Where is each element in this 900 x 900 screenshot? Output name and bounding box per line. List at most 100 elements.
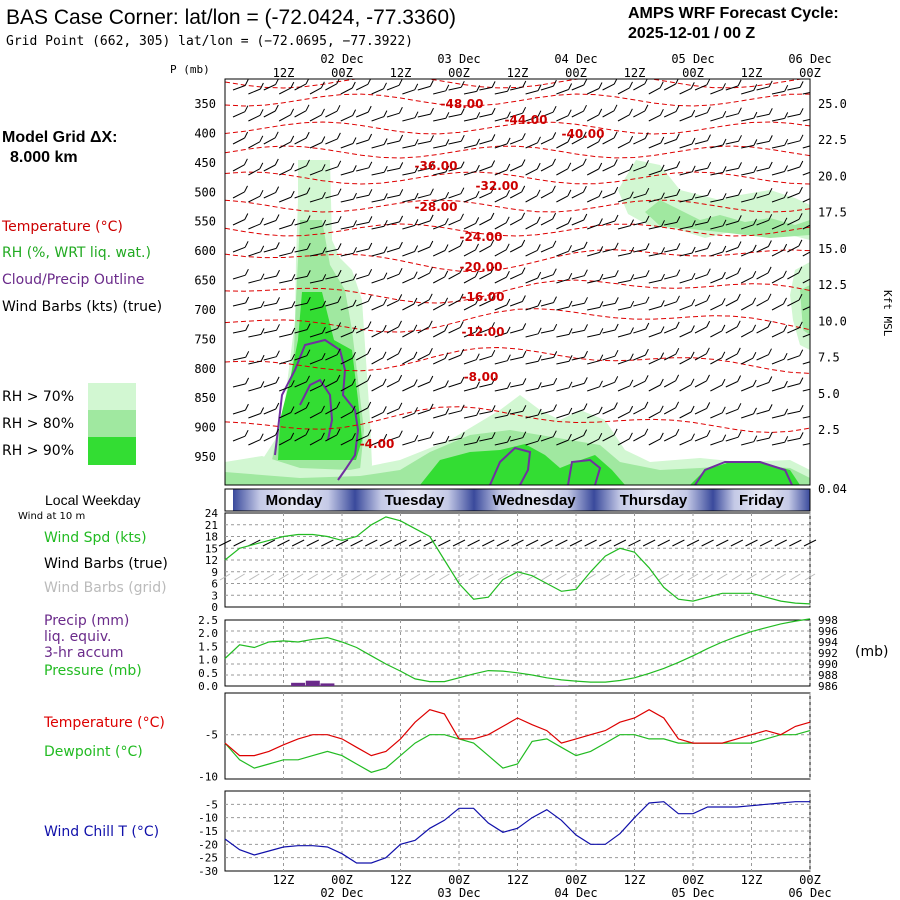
wind-barb bbox=[275, 428, 279, 436]
wind-barb bbox=[325, 354, 338, 361]
precip-tick: 1.0 bbox=[198, 654, 218, 667]
wind-barb bbox=[429, 214, 434, 222]
wind-barb bbox=[383, 433, 388, 441]
wind-barb bbox=[463, 387, 477, 392]
wind-barb bbox=[602, 220, 616, 226]
wind-barb bbox=[321, 136, 326, 143]
wind-barb bbox=[552, 105, 557, 113]
wind-barb bbox=[614, 242, 619, 250]
top-hour-label: 12Z bbox=[507, 66, 529, 80]
wind-barb bbox=[599, 354, 604, 361]
wind-barb bbox=[710, 251, 723, 257]
wind-barb bbox=[725, 140, 739, 145]
wind-barb bbox=[598, 108, 603, 116]
top-hour-label: 00Z bbox=[565, 66, 587, 80]
cross-section-frame bbox=[224, 78, 811, 486]
grid-point-label: Grid Point (662, 305) lat/lon = (−72.069… bbox=[6, 34, 413, 49]
wind-barb bbox=[356, 194, 370, 199]
wind-barb bbox=[583, 213, 588, 221]
precip-bar bbox=[554, 685, 569, 686]
wind-barb bbox=[402, 277, 415, 284]
wind-barb bbox=[664, 194, 678, 199]
wind-barb bbox=[783, 243, 788, 251]
wind-barb bbox=[571, 110, 584, 118]
wind-barb bbox=[414, 407, 418, 414]
wind-barb bbox=[571, 84, 584, 91]
wind-barb bbox=[568, 407, 573, 415]
wind-barb bbox=[787, 218, 800, 226]
wind-barb bbox=[691, 193, 696, 200]
wind-barb bbox=[294, 110, 307, 118]
wind-barb bbox=[413, 351, 418, 359]
wind-barb bbox=[479, 383, 493, 388]
temperature-contour-label: -24.00 bbox=[460, 230, 503, 244]
wind-barb bbox=[383, 82, 387, 90]
wind-barb bbox=[583, 403, 588, 410]
wind-barb bbox=[294, 329, 308, 334]
wind-barb bbox=[294, 165, 307, 172]
wind-barb bbox=[475, 297, 480, 305]
wind-barb bbox=[429, 403, 434, 411]
wind-barb bbox=[448, 245, 461, 253]
wind-barb bbox=[337, 269, 342, 277]
wind-barb bbox=[386, 140, 400, 145]
wind-barb bbox=[491, 160, 496, 167]
wind-barb bbox=[432, 330, 445, 338]
pressure-tick-label: 450 bbox=[194, 156, 216, 170]
wind-10m-label: Wind at 10 m bbox=[18, 511, 85, 522]
wind-barb bbox=[491, 349, 496, 357]
wind-barb bbox=[479, 355, 492, 361]
wind-barb bbox=[506, 298, 511, 306]
wind-barb bbox=[584, 324, 588, 331]
wind-barb bbox=[479, 192, 492, 199]
wind-barb bbox=[783, 297, 787, 305]
wind-barb bbox=[798, 186, 803, 194]
wind-barb bbox=[784, 408, 789, 416]
wind-barb bbox=[675, 105, 680, 112]
true-wind-barb bbox=[350, 539, 363, 547]
wind-barb bbox=[505, 270, 510, 278]
wind-barb bbox=[479, 113, 493, 118]
wind-barb bbox=[725, 299, 738, 307]
wind-barb bbox=[784, 84, 789, 92]
grid-wind-barb bbox=[497, 573, 509, 581]
wind-barb bbox=[552, 268, 557, 275]
wind-barb bbox=[460, 108, 465, 115]
wind-barb bbox=[721, 271, 726, 279]
wind-barb bbox=[552, 430, 557, 437]
precip-bar bbox=[320, 683, 335, 686]
top-date-label: 04 Dec bbox=[554, 52, 597, 66]
temperature-contour bbox=[225, 121, 810, 135]
wind-barb bbox=[756, 437, 770, 442]
wind-barb bbox=[710, 357, 723, 365]
wind-barb bbox=[768, 404, 773, 411]
wind-barb bbox=[371, 357, 384, 365]
wind-barb bbox=[232, 111, 246, 118]
wind-barb bbox=[737, 107, 742, 114]
true-wind-barb bbox=[277, 539, 290, 547]
wind-barb bbox=[248, 141, 261, 149]
wind-barb bbox=[663, 407, 676, 415]
wind-barb bbox=[738, 162, 742, 169]
wind-barb bbox=[479, 410, 493, 415]
wind-barb bbox=[321, 191, 326, 199]
wind-barb bbox=[340, 87, 353, 95]
wind-barb bbox=[771, 441, 785, 446]
wind-barb bbox=[567, 433, 572, 441]
wind-barb bbox=[248, 251, 261, 257]
wind-barb bbox=[356, 167, 369, 172]
wind-barb bbox=[398, 402, 403, 410]
wind-barb bbox=[510, 410, 524, 415]
wind-barb bbox=[787, 355, 800, 361]
wind-barb bbox=[429, 266, 433, 274]
wind-barb bbox=[355, 327, 369, 334]
wind-barb bbox=[552, 212, 557, 220]
wind-barb bbox=[448, 219, 461, 226]
wind-barb bbox=[417, 299, 430, 307]
wind-barb bbox=[371, 411, 384, 419]
wind-barb bbox=[644, 132, 649, 139]
wind-barb bbox=[664, 166, 677, 172]
grid-wind-barb bbox=[775, 573, 787, 581]
wind-barb bbox=[614, 270, 619, 277]
